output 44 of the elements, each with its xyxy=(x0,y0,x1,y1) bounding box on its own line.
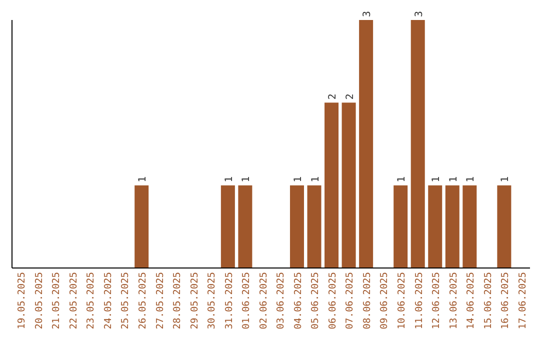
x-tick-label: 21.05.2025 xyxy=(51,272,62,330)
data-label: 1 xyxy=(310,176,322,182)
x-tick-label: 04.06.2025 xyxy=(292,272,304,330)
data-label: 1 xyxy=(466,176,477,182)
x-tick-label: 12.06.2025 xyxy=(431,272,442,330)
data-label: 1 xyxy=(431,176,442,182)
x-tick-label: 05.06.2025 xyxy=(310,272,322,330)
x-tick-label: 02.06.2025 xyxy=(258,272,270,330)
data-label: 1 xyxy=(500,176,512,182)
x-tick-label: 15.06.2025 xyxy=(482,272,494,330)
x-tick-label: 01.06.2025 xyxy=(241,272,252,330)
data-label: 1 xyxy=(224,176,235,182)
data-label: 3 xyxy=(362,10,374,17)
x-tick-label: 14.06.2025 xyxy=(466,272,477,330)
x-tick-label: 26.05.2025 xyxy=(138,272,148,330)
x-tick-label: 13.06.2025 xyxy=(448,272,460,330)
x-tick-label: 08.06.2025 xyxy=(362,272,373,330)
data-label: 1 xyxy=(241,176,252,182)
data-label: 2 xyxy=(328,94,339,100)
x-tick-label: 09.06.2025 xyxy=(379,272,390,330)
x-tick-label: 19.05.2025 xyxy=(16,272,28,330)
x-tick-label: 28.05.2025 xyxy=(172,272,184,330)
data-label: 3 xyxy=(414,10,425,17)
x-tick-label: 20.05.2025 xyxy=(34,272,45,330)
x-tick-label: 17.06.2025 xyxy=(517,272,528,330)
x-tick-label: 07.06.2025 xyxy=(344,272,356,330)
data-label: 1 xyxy=(448,176,460,182)
x-tick-label: 16.06.2025 xyxy=(500,272,512,330)
data-label: 2 xyxy=(344,94,356,100)
x-tick-label: 30.05.2025 xyxy=(206,272,218,330)
x-tick-label: 11.06.2025 xyxy=(414,272,425,330)
x-tick-label: 10.06.2025 xyxy=(396,272,408,330)
x-tick-label: 31.05.2025 xyxy=(224,272,235,330)
x-tick-label: 06.06.2025 xyxy=(327,272,338,330)
x-tick-label: 22.05.2025 xyxy=(68,272,80,330)
x-tick-label: 24.05.2025 xyxy=(102,272,114,330)
x-tick-label: 27.05.2025 xyxy=(154,272,166,330)
data-label: 1 xyxy=(138,176,149,182)
x-tick-label: 25.05.2025 xyxy=(120,272,132,330)
x-tick-label: 23.05.2025 xyxy=(86,272,97,330)
x-tick-label: 03.06.2025 xyxy=(276,272,287,330)
data-label: 1 xyxy=(292,176,304,182)
x-tick-label: 29.05.2025 xyxy=(189,272,200,330)
data-label: 1 xyxy=(396,176,408,182)
